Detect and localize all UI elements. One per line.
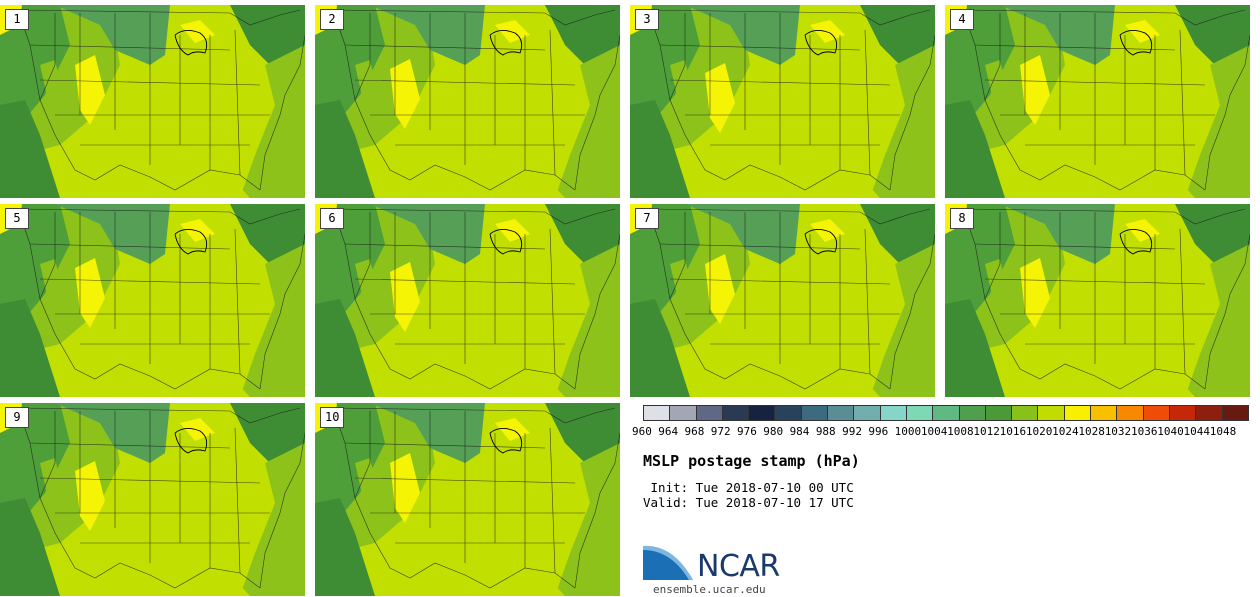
colorbar-tick-label: 980	[763, 425, 784, 438]
colorbar-swatch	[1064, 406, 1092, 420]
member-number: 4	[950, 9, 974, 30]
colorbar-tick-label: 964	[658, 425, 679, 438]
member-panel-9: 9	[0, 403, 305, 596]
member-panel-8: 8	[945, 204, 1250, 397]
member-number: 10	[320, 407, 345, 428]
colorbar-swatch	[1117, 406, 1144, 420]
colorbar-tick-label: 1048	[1209, 425, 1237, 438]
colorbar-swatch	[1143, 406, 1170, 420]
colorbar-tick-label: 972	[710, 425, 731, 438]
chart-title: MSLP postage stamp (hPa)	[643, 452, 860, 470]
member-panel-6: 6	[315, 204, 620, 397]
colorbar-tick-label: 1036	[1130, 425, 1158, 438]
colorbar-tick-label: 1004	[920, 425, 948, 438]
colorbar-tick-label: 1016	[999, 425, 1027, 438]
colorbar-swatch	[854, 406, 881, 420]
colorbar-swatch	[722, 406, 750, 420]
ncar-logo-icon	[643, 545, 693, 580]
website-url: ensemble.ucar.edu	[653, 583, 766, 596]
member-number: 3	[635, 9, 659, 30]
colorbar-swatch	[1012, 406, 1039, 420]
valid-time: Valid: Tue 2018-07-10 17 UTC	[643, 495, 854, 510]
colorbar-tick-label: 1040	[1157, 425, 1184, 438]
colorbar-tick-label: 1008	[947, 425, 974, 438]
colorbar-tick-label: 968	[684, 425, 705, 438]
colorbar-swatch	[1222, 406, 1248, 420]
member-panel-1: 1	[0, 5, 305, 198]
colorbar-tick-label: 1024	[1052, 425, 1079, 438]
colorbar-tick-label: 1028	[1078, 425, 1105, 438]
colorbar	[643, 405, 1249, 421]
colorbar-tick-label: 960	[632, 425, 652, 438]
colorbar-swatch	[959, 406, 986, 420]
colorbar-swatch	[1038, 406, 1065, 420]
colorbar-tick-label: 976	[737, 425, 757, 438]
member-number: 6	[320, 208, 344, 229]
colorbar-swatch	[1091, 406, 1118, 420]
colorbar-tick-label: 1012	[973, 425, 1000, 438]
logo-text: NCAR	[697, 549, 780, 584]
colorbar-tick-label: 984	[789, 425, 810, 438]
member-panel-2: 2	[315, 5, 620, 198]
colorbar-swatch	[828, 406, 855, 420]
colorbar-swatch	[933, 406, 960, 420]
colorbar-swatch	[775, 406, 802, 420]
member-number: 2	[320, 9, 344, 30]
colorbar-labels: 960 964 968 972 976 980 984 988 992 996 1000 1004 10…	[632, 425, 1252, 439]
member-number: 8	[950, 208, 974, 229]
member-panel-10: 10	[315, 403, 620, 596]
colorbar-swatch	[670, 406, 697, 420]
init-time: Init: Tue 2018-07-10 00 UTC	[643, 480, 854, 495]
colorbar-tick-label: 1000	[894, 425, 922, 438]
colorbar-swatch	[880, 406, 907, 420]
colorbar-swatch	[696, 406, 723, 420]
colorbar-tick-label: 992	[842, 425, 862, 438]
member-number: 7	[635, 208, 659, 229]
colorbar-tick-label: 1032	[1104, 425, 1132, 438]
colorbar-tick-label: 988	[815, 425, 836, 438]
colorbar-swatch	[749, 406, 776, 420]
colorbar-swatch	[1196, 406, 1223, 420]
colorbar-tick-label: 996	[868, 425, 889, 438]
member-panel-3: 3	[630, 5, 935, 198]
member-number: 1	[5, 9, 29, 30]
colorbar-tick-label: 1020	[1025, 425, 1053, 438]
colorbar-swatch	[985, 406, 1013, 420]
member-number: 9	[5, 407, 29, 428]
member-panel-4: 4	[945, 5, 1250, 198]
colorbar-swatch	[906, 406, 934, 420]
member-panel-7: 7	[630, 204, 935, 397]
member-panel-5: 5	[0, 204, 305, 397]
colorbar-swatch	[1169, 406, 1197, 420]
colorbar-swatch	[644, 406, 671, 420]
colorbar-swatch	[801, 406, 829, 420]
colorbar-tick-label: 1044	[1183, 425, 1210, 438]
member-number: 5	[5, 208, 29, 229]
